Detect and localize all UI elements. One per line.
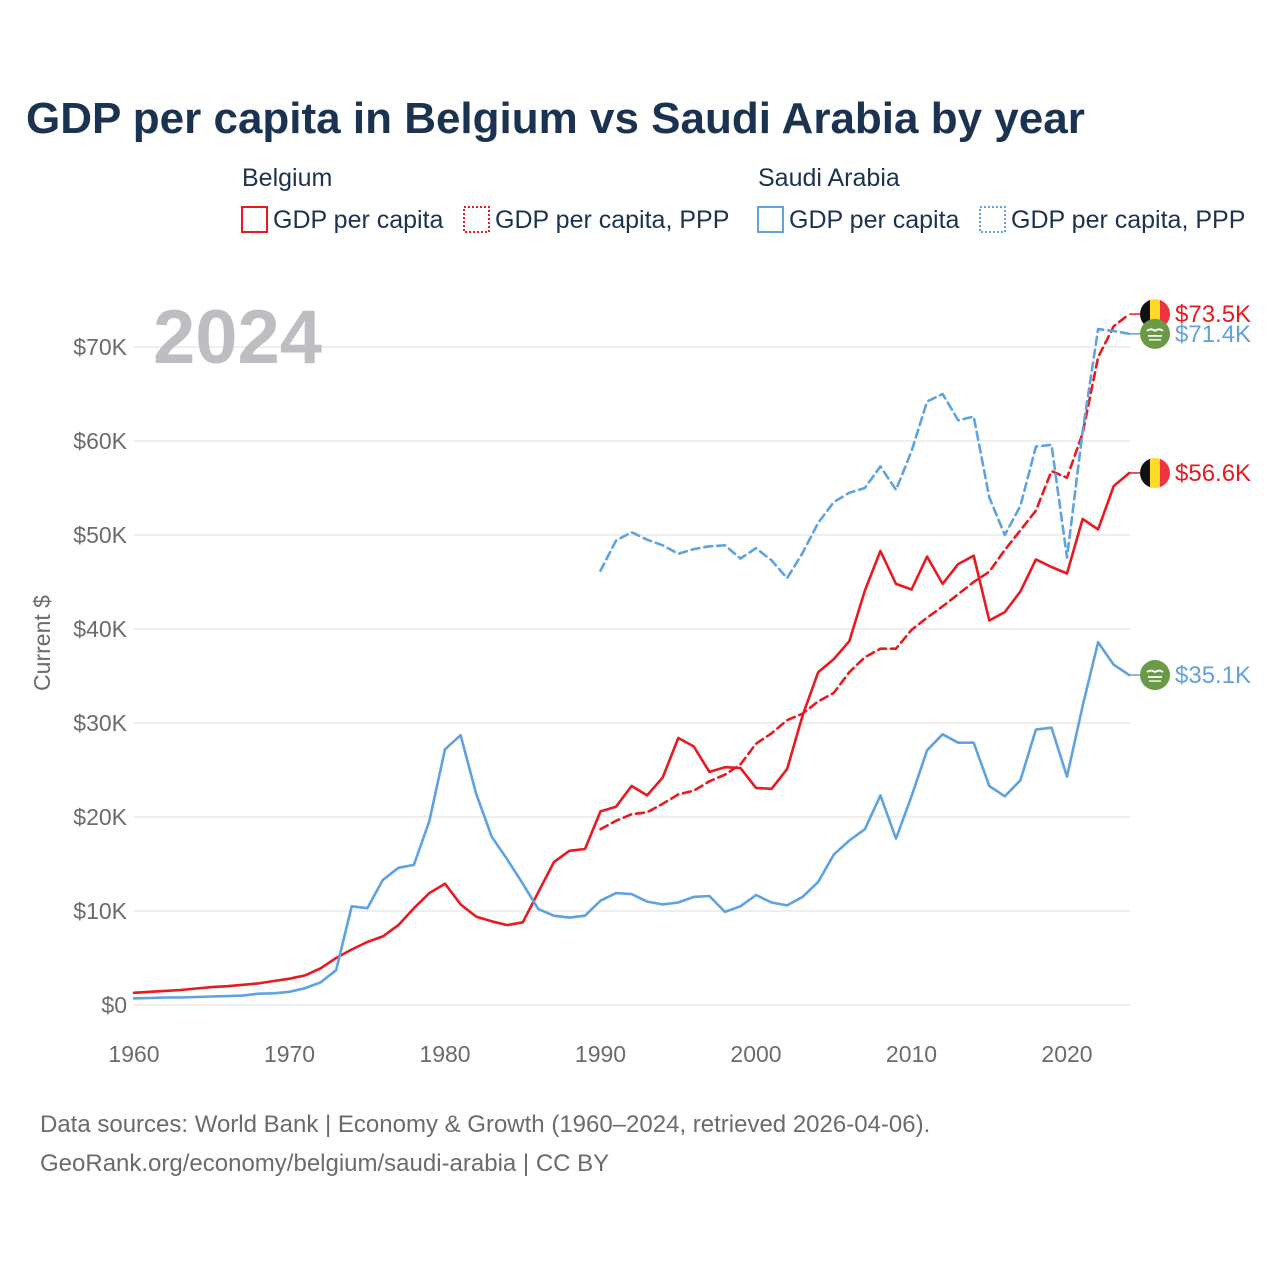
x-tick-label: 2020 — [1041, 1041, 1092, 1067]
legend-group-belgium: Belgium — [242, 164, 332, 192]
series-lines — [132, 312, 1131, 1000]
y-tick-label: $40K — [73, 616, 127, 642]
x-tick-label: 2010 — [886, 1041, 937, 1067]
x-tick-label: 1980 — [419, 1041, 470, 1067]
series-line-saudi-gdp — [132, 640, 1131, 1000]
y-axis-label: Current $ — [29, 595, 55, 691]
y-tick-label: $0 — [101, 992, 127, 1018]
y-tick-label: $70K — [73, 334, 127, 360]
saudi-flag-icon — [1140, 660, 1170, 691]
x-tick-label: 2000 — [730, 1041, 781, 1067]
legend-label-belgium-gdp[interactable]: GDP per capita — [273, 206, 444, 234]
y-tick-label: $30K — [73, 710, 127, 736]
x-axis-ticks: 1960 1970 1980 1990 2000 2010 2020 — [108, 1041, 1092, 1067]
y-tick-label: $20K — [73, 804, 127, 830]
series-line-belgium-gdp — [132, 471, 1131, 995]
legend-swatch-belgium-gdp — [241, 206, 268, 233]
grid-lines — [134, 346, 1130, 1006]
legend-swatch-saudi-ppp — [979, 206, 1006, 233]
series-line-belgium-ppp — [599, 312, 1131, 831]
end-label-saudi-ppp: $71.4K — [1175, 321, 1251, 348]
source-line-1: Data sources: World Bank | Economy & Gro… — [40, 1111, 930, 1138]
x-tick-label: 1990 — [575, 1041, 626, 1067]
end-label-belgium-ppp: $73.5K — [1175, 301, 1251, 328]
y-tick-label: $60K — [73, 428, 127, 454]
year-watermark: 2024 — [153, 295, 322, 380]
y-axis-ticks: $0 $10K $20K $30K $40K $50K $60K $70K — [73, 334, 127, 1018]
x-tick-label: 1960 — [108, 1041, 159, 1067]
legend-label-belgium-ppp[interactable]: GDP per capita, PPP — [495, 206, 729, 234]
belgium-flag-icon — [1140, 299, 1170, 330]
legend: Belgium GDP per capita GDP per capita, P… — [241, 164, 1245, 234]
y-tick-label: $10K — [73, 898, 127, 924]
legend-label-saudi-ppp[interactable]: GDP per capita, PPP — [1011, 206, 1245, 234]
legend-swatch-saudi-gdp — [757, 206, 784, 233]
saudi-flag-icon — [1140, 318, 1170, 349]
end-labels: $73.5K$71.4K $56.6K $35.1K — [1129, 299, 1251, 691]
x-tick-label: 1970 — [264, 1041, 315, 1067]
chart-title: GDP per capita in Belgium vs Saudi Arabi… — [26, 94, 1085, 143]
legend-swatch-belgium-ppp — [463, 206, 490, 233]
legend-label-saudi-gdp[interactable]: GDP per capita — [789, 206, 960, 234]
belgium-flag-icon — [1140, 457, 1170, 488]
legend-group-saudi: Saudi Arabia — [758, 164, 900, 192]
series-line-saudi-ppp — [599, 327, 1131, 580]
end-label-belgium-gdp: $56.6K — [1175, 460, 1251, 487]
source-line-2[interactable]: GeoRank.org/economy/belgium/saudi-arabia… — [40, 1150, 609, 1177]
end-label-saudi-gdp: $35.1K — [1175, 662, 1251, 689]
y-tick-label: $50K — [73, 522, 127, 548]
